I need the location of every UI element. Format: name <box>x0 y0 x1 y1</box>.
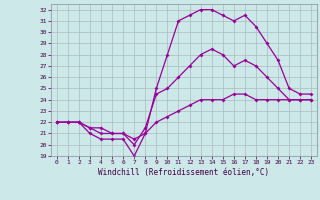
X-axis label: Windchill (Refroidissement éolien,°C): Windchill (Refroidissement éolien,°C) <box>99 168 269 177</box>
